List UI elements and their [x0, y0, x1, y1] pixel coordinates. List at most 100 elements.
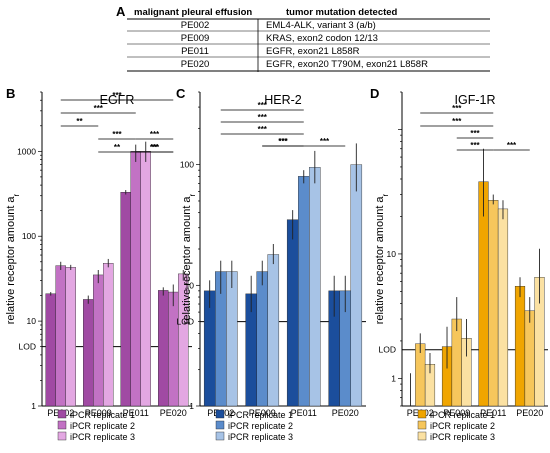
significance-label: ***	[452, 117, 462, 126]
legend-label: iPCR replicate 1	[228, 410, 293, 420]
legend-label: iPCR replicate 2	[70, 421, 135, 431]
legend-label: iPCR replicate 2	[430, 421, 495, 431]
legend-swatch	[215, 420, 225, 430]
legend-swatch	[57, 409, 67, 419]
bar	[130, 151, 141, 407]
y-tick-label: 100	[180, 160, 194, 170]
lod-label: LOD	[379, 345, 396, 355]
bar	[140, 151, 151, 407]
bar	[83, 299, 94, 407]
significance-label: **	[114, 143, 121, 152]
table-cell: PE002	[181, 20, 210, 31]
bar	[226, 271, 238, 407]
significance-label: ***	[452, 104, 462, 113]
y-tick-label: 10	[185, 280, 195, 290]
legend-swatch	[417, 431, 427, 441]
bar	[298, 176, 310, 407]
legend-label: iPCR replicate 1	[70, 410, 135, 420]
bar	[267, 254, 280, 407]
x-tick-label: PE009	[85, 408, 112, 418]
lod-label: LOD	[177, 317, 194, 327]
table-cell: PE020	[181, 59, 210, 70]
bar	[309, 167, 321, 407]
x-tick-label: PE011	[123, 408, 149, 418]
significance-label: ***	[94, 104, 104, 113]
table-cell: EML4-ALK, variant 3 (a/b)	[266, 20, 376, 31]
legend-label: iPCR replicate 3	[430, 432, 495, 442]
x-tick-label: PE009	[443, 408, 470, 418]
x-tick-label: PE011	[480, 408, 506, 418]
y-tick-label: 100	[22, 231, 36, 241]
y-axis-label: relative receptor amount ar	[5, 193, 21, 324]
panel-title: IGF-1R	[455, 93, 496, 107]
significance-label: ***	[470, 141, 480, 150]
x-tick-label: PE020	[516, 408, 543, 418]
panel-label: D	[370, 86, 379, 101]
y-tick-label: 1	[189, 401, 194, 411]
bar	[93, 274, 104, 407]
y-axis-label: relative receptor amount ar	[374, 193, 390, 324]
legend-label: iPCR replicate 2	[228, 421, 293, 431]
panel-label-a: A	[116, 4, 126, 19]
bar	[256, 271, 268, 407]
legend-label: iPCR replicate 3	[228, 432, 293, 442]
significance-label: ***	[470, 129, 480, 138]
bar	[120, 192, 131, 407]
lod-label: LOD	[19, 342, 36, 352]
x-tick-label: PE020	[160, 408, 187, 418]
table-cell: KRAS, exon2 codon 12/13	[266, 33, 378, 44]
significance-label: ***	[150, 130, 160, 139]
bar	[488, 200, 499, 407]
y-tick-label: 10	[387, 249, 397, 259]
x-tick-label: PE011	[291, 408, 317, 418]
significance-label: ***	[278, 137, 288, 146]
bar	[350, 164, 363, 407]
significance-label: ***	[150, 143, 160, 152]
legend-swatch	[417, 409, 427, 419]
x-tick-label: PE009	[249, 408, 276, 418]
table-header-mutation: tumor mutation detected	[286, 7, 398, 18]
significance-label: ***	[112, 91, 122, 100]
y-tick-label: 1	[391, 373, 396, 383]
bar	[286, 219, 299, 407]
legend-swatch	[215, 431, 225, 441]
panel-label: B	[6, 86, 15, 101]
bar	[415, 343, 426, 407]
bar	[55, 265, 66, 407]
bar	[524, 310, 535, 407]
table-cell: PE011	[181, 46, 209, 57]
significance-label: ***	[258, 101, 268, 110]
table-header-effusion: malignant pleural effusion	[134, 7, 252, 18]
bar	[65, 267, 76, 407]
legend-swatch	[215, 409, 225, 419]
y-axis-label: relative receptor amount ar	[181, 193, 197, 324]
y-tick-label: 1000	[17, 146, 36, 156]
bar	[45, 293, 56, 407]
significance-label: ***	[278, 137, 288, 146]
significance-label: **	[151, 143, 158, 152]
significance-label: ***	[258, 125, 268, 134]
legend-swatch	[57, 431, 67, 441]
mutation-table: A malignant pleural effusion tumor mutat…	[116, 4, 490, 72]
significance-label: ***	[112, 130, 122, 139]
legend-swatch	[417, 420, 427, 430]
legend-label: iPCR replicate 1	[430, 410, 495, 420]
y-tick-label: 1	[31, 401, 36, 411]
table-cell: EGFR, exon21 L858R	[266, 46, 360, 57]
chart-panel-her-2: C HER-2 1 10 100 relative receptor amount arL…	[176, 86, 366, 442]
bar	[158, 290, 169, 407]
legend-swatch	[57, 420, 67, 430]
bar	[497, 208, 509, 407]
table-cell: PE009	[181, 33, 210, 44]
significance-label: **	[76, 117, 83, 126]
significance-label: ***	[507, 141, 517, 150]
significance-label: ***	[320, 137, 330, 146]
bar	[203, 290, 216, 407]
table-cell: EGFR, exon20 T790M, exon21 L858R	[266, 59, 428, 70]
significance-label: ***	[258, 113, 268, 122]
bar	[103, 263, 114, 407]
